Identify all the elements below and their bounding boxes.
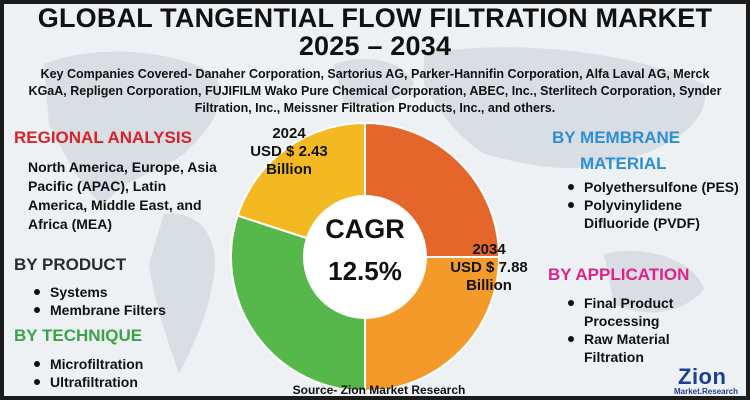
- page-title: GLOBAL TANGENTIAL FLOW FILTRATION MARKET…: [4, 4, 746, 60]
- membrane-list: Polyethersulfone (PES) Polyvinylidene Di…: [564, 178, 744, 232]
- list-item: Final Product Processing: [564, 294, 704, 330]
- logo-sub: Market.Research: [674, 387, 739, 396]
- cagr-donut-chart: [230, 122, 500, 392]
- cagr-label: CAGR: [325, 214, 405, 244]
- list-item: Ultrafiltration: [30, 373, 143, 391]
- value-2024-amount: USD $ 2.43: [250, 143, 328, 160]
- source-text: Source- Zion Market Research: [292, 383, 466, 397]
- by-technique-heading: BY TECHNIQUE: [14, 326, 143, 345]
- regional-analysis-heading: REGIONAL ANALYSIS: [14, 128, 192, 147]
- title-line-2: 2025 – 2034: [298, 31, 452, 61]
- value-2034-unit: Billion: [466, 277, 512, 294]
- technique-list: Microfiltration Ultrafiltration: [30, 355, 143, 391]
- value-2024-unit: Billion: [266, 161, 312, 178]
- list-item: Systems: [30, 283, 166, 301]
- list-item: Raw Material Filtration: [564, 330, 704, 366]
- logo-word: Zion: [678, 364, 727, 389]
- value-2024-year: 2024: [272, 125, 306, 142]
- title-line-1: GLOBAL TANGENTIAL FLOW FILTRATION MARKET: [37, 3, 713, 33]
- value-2034-year: 2034: [472, 241, 506, 258]
- list-item: Polyethersulfone (PES): [564, 178, 744, 196]
- cagr-value: 12.5%: [328, 256, 402, 286]
- list-item: Membrane Filters: [30, 301, 166, 319]
- by-application-heading: BY APPLICATION: [548, 265, 690, 284]
- key-companies-text: Key Companies Covered- Danaher Corporati…: [28, 67, 722, 115]
- by-membrane-heading-line-2: MATERIAL: [580, 154, 667, 173]
- by-membrane-heading-line-1: BY MEMBRANE: [552, 128, 681, 147]
- zion-logo: Zion Market.Research: [668, 364, 746, 396]
- value-2024: 2024 USD $ 2.43 Billion: [234, 125, 344, 179]
- value-2034-amount: USD $ 7.88: [450, 259, 528, 276]
- product-list: Systems Membrane Filters: [30, 283, 166, 319]
- list-item: Microfiltration: [30, 355, 143, 373]
- list-item: Polyvinylidene Difluoride (PVDF): [564, 196, 744, 232]
- application-list: Final Product Processing Raw Material Fi…: [564, 294, 704, 366]
- regional-analysis-text: North America, Europe, Asia Pacific (APA…: [28, 159, 217, 232]
- value-2034: 2034 USD $ 7.88 Billion: [434, 241, 544, 295]
- by-product-heading: BY PRODUCT: [14, 255, 127, 274]
- donut-center: [303, 195, 427, 319]
